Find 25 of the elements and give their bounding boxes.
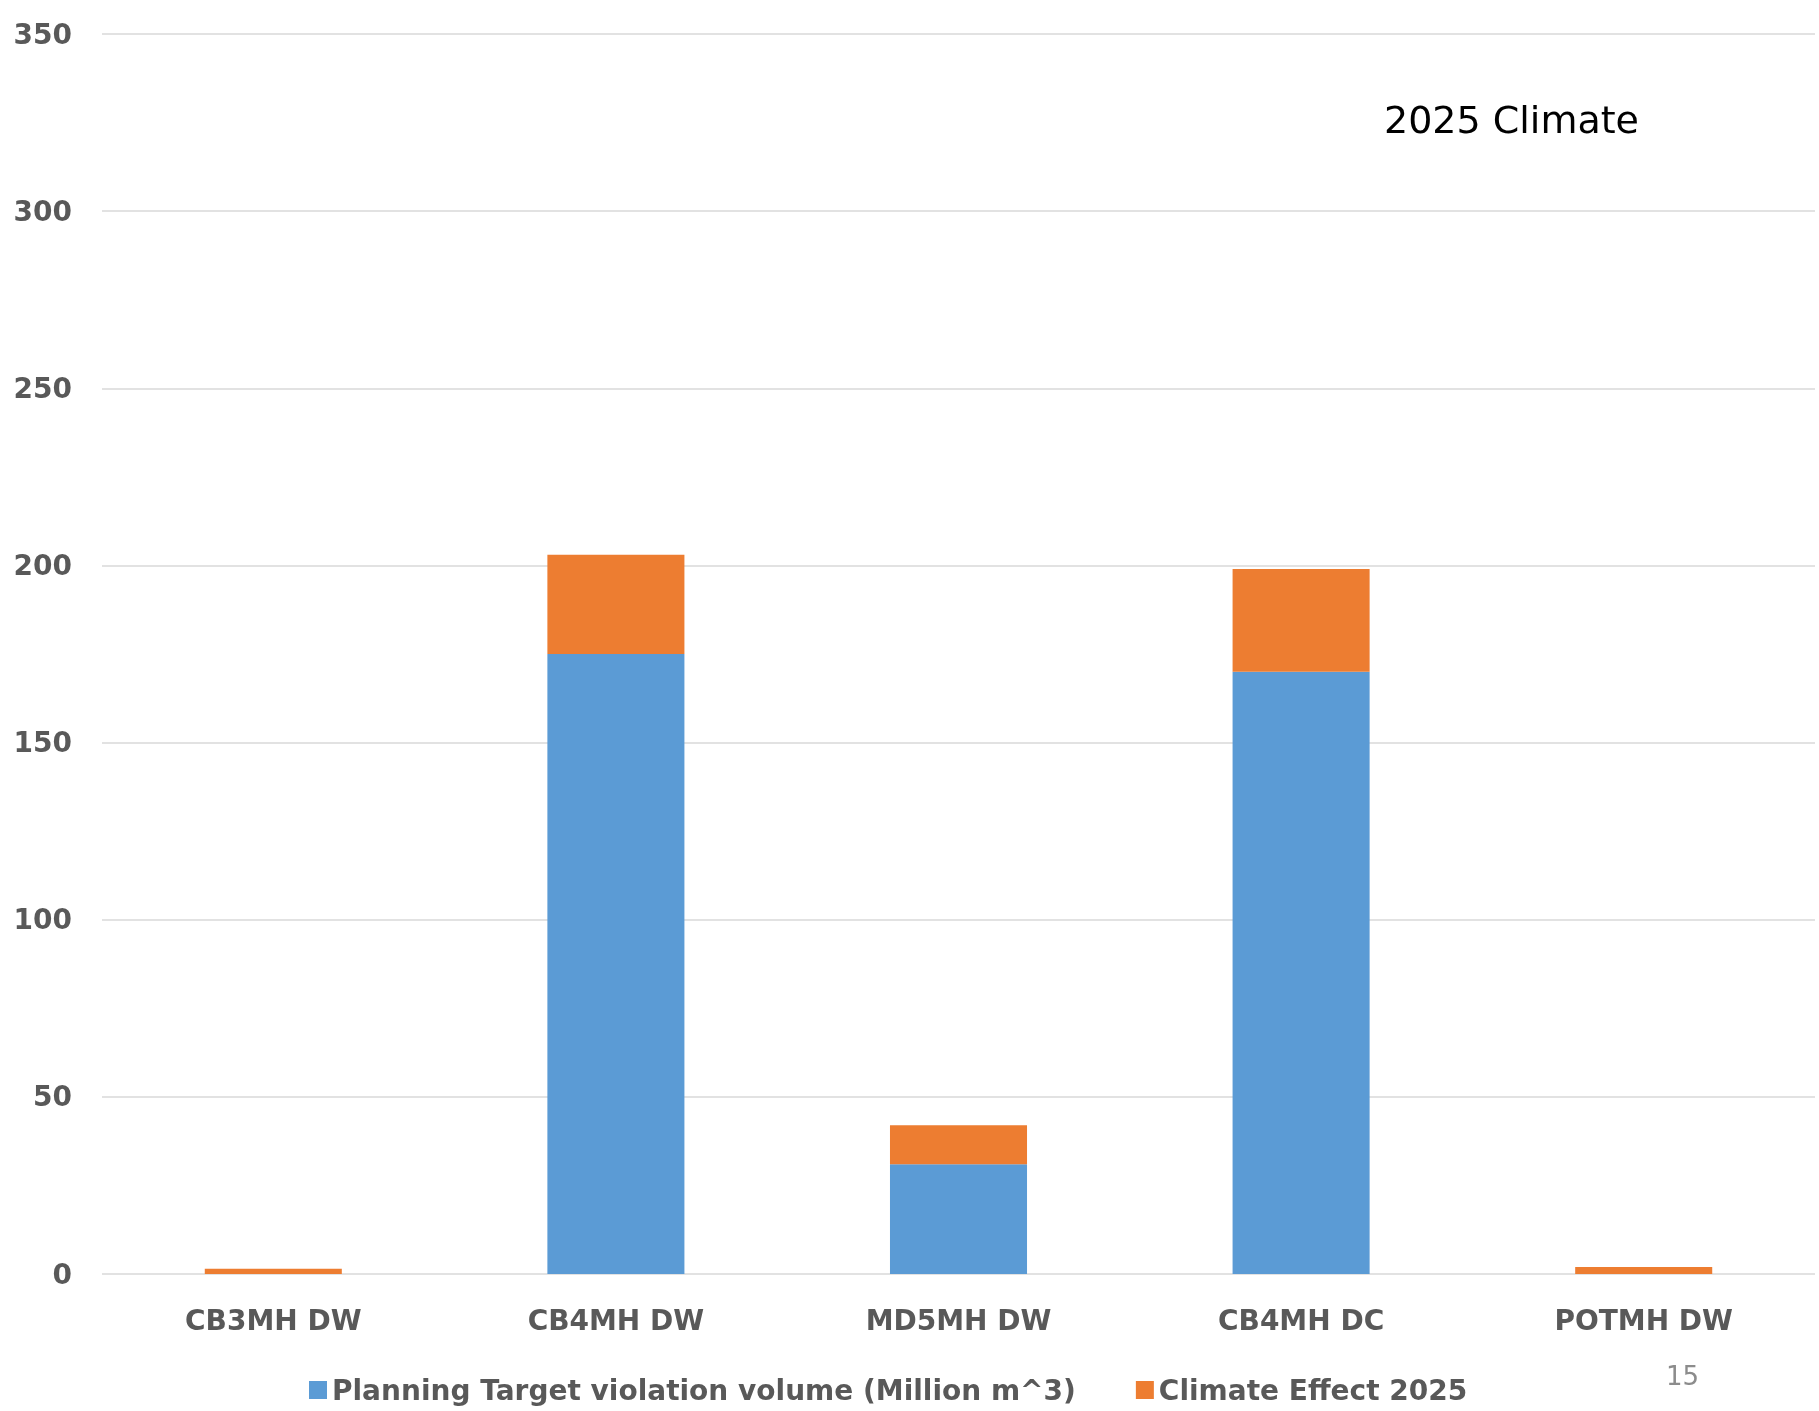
x-tick-label: CB4MH DC	[1217, 1303, 1385, 1337]
x-tick-label: POTMH DW	[1554, 1303, 1734, 1337]
x-tick-label: CB4MH DW	[527, 1303, 705, 1337]
bar	[889, 1164, 1028, 1274]
bar	[204, 1268, 342, 1274]
legend-label: Climate Effect 2025	[1158, 1373, 1468, 1407]
bar	[1232, 671, 1370, 1274]
legend-label: Planning Target violation volume (Million m^3)	[332, 1373, 1076, 1407]
bar	[547, 554, 685, 654]
bar	[547, 654, 685, 1274]
y-tick-label: 100	[13, 903, 72, 937]
y-tick-label: 250	[13, 371, 72, 405]
x-tick-label: MD5MH DW	[865, 1303, 1052, 1337]
bar	[889, 1125, 1028, 1165]
text: 2025 Climate	[1383, 98, 1639, 142]
bar	[1575, 1266, 1713, 1274]
text: 15	[1665, 1361, 1700, 1391]
y-tick-label: 200	[13, 548, 72, 582]
y-tick-label: 300	[13, 194, 72, 228]
y-tick-label: 50	[33, 1080, 72, 1114]
y-tick-label: 150	[13, 726, 72, 760]
bar	[1232, 568, 1370, 672]
y-tick-label: 350	[13, 17, 72, 51]
y-tick-label: 0	[52, 1257, 72, 1291]
x-tick-label: CB3MH DW	[185, 1303, 362, 1337]
